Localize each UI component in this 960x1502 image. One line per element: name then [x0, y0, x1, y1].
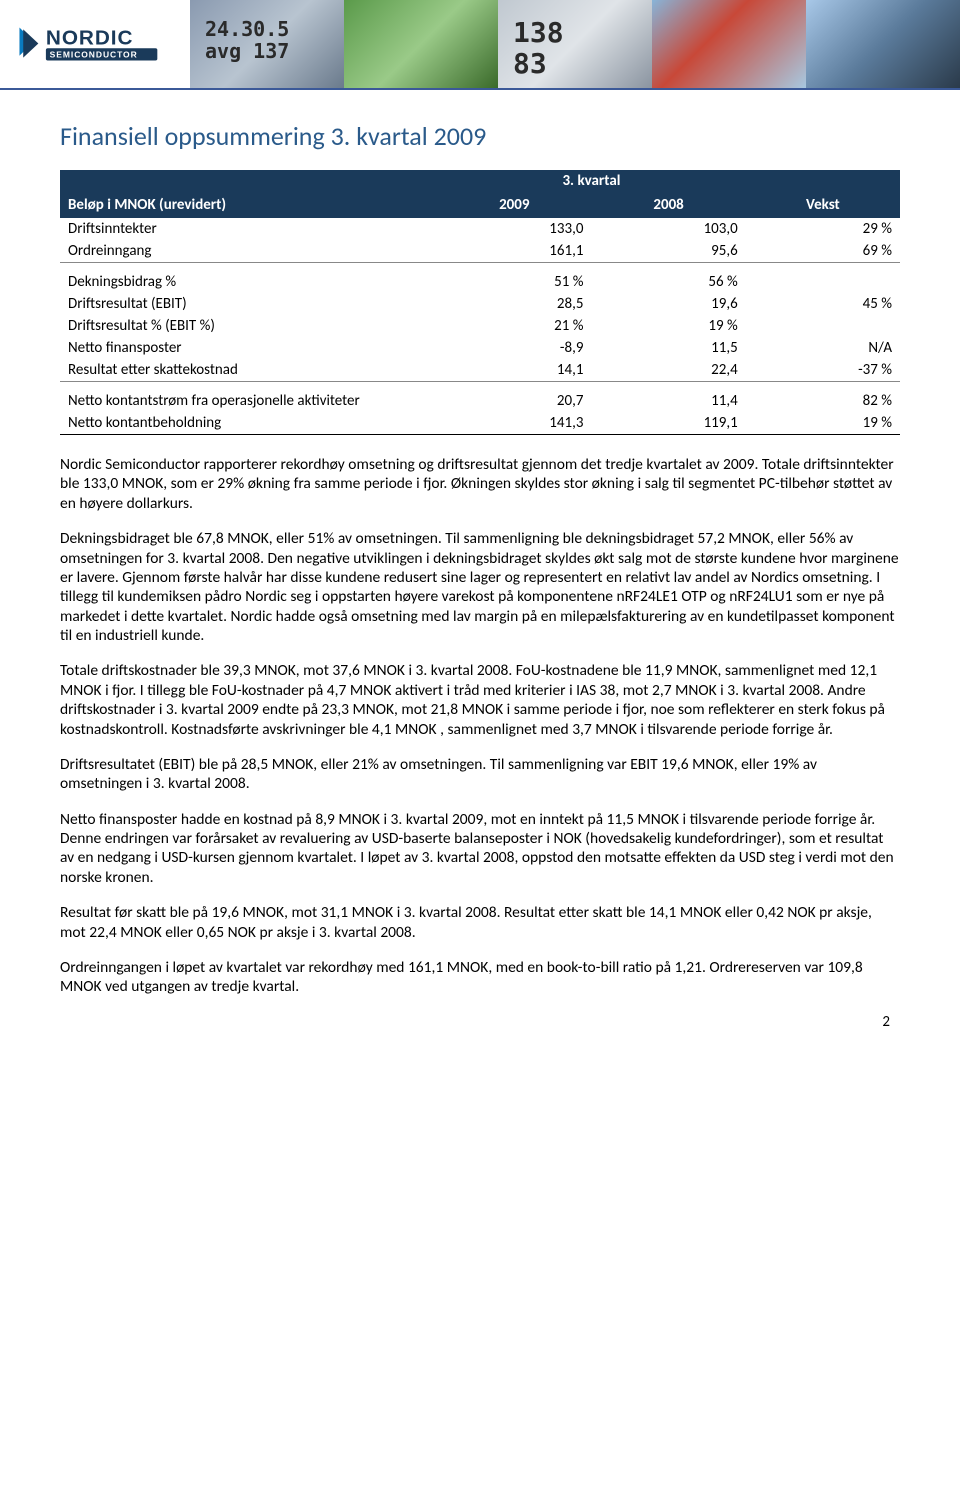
table-cell-label: Dekningsbidrag %	[60, 263, 437, 294]
table-col-2009: 2009	[437, 192, 591, 218]
table-row: Netto kontantstrøm fra operasjonelle akt…	[60, 382, 900, 413]
table-cell-value	[746, 263, 900, 294]
table-header-period: 3. kvartal	[437, 170, 746, 192]
table-row: Netto kontantbeholdning141,3119,119 %	[60, 412, 900, 435]
table-cell-label: Driftsresultat % (EBIT %)	[60, 315, 437, 337]
table-header-empty2	[746, 170, 900, 192]
table-row: Resultat etter skattekostnad14,122,4-37 …	[60, 359, 900, 382]
table-cell-value: 14,1	[437, 359, 591, 382]
page-title: Finansiell oppsummering 3. kvartal 2009	[60, 120, 900, 152]
body-paragraph: Ordreinngangen i løpet av kvartalet var …	[60, 958, 900, 997]
table-cell-value: -8,9	[437, 337, 591, 359]
table-cell-value: 103,0	[591, 218, 745, 240]
body-paragraph: Driftsresultatet (EBIT) ble på 28,5 MNOK…	[60, 755, 900, 794]
banner-photo-cyclist	[806, 0, 960, 88]
table-cell-label: Driftsresultat (EBIT)	[60, 293, 437, 315]
table-cell-label: Netto finansposter	[60, 337, 437, 359]
body-paragraph: Resultat før skatt ble på 19,6 MNOK, mot…	[60, 903, 900, 942]
table-row: Driftsresultat % (EBIT %)21 %19 %	[60, 315, 900, 337]
table-cell-value: 119,1	[591, 412, 745, 435]
body-paragraph: Totale driftskostnader ble 39,3 MNOK, mo…	[60, 661, 900, 739]
table-cell-label: Resultat etter skattekostnad	[60, 359, 437, 382]
table-row: Driftsinntekter133,0103,029 %	[60, 218, 900, 240]
body-paragraph: Nordic Semiconductor rapporterer rekordh…	[60, 455, 900, 513]
table-cell-value: 29 %	[746, 218, 900, 240]
table-cell-value: 19 %	[746, 412, 900, 435]
table-cell-value	[746, 315, 900, 337]
table-row: Ordreinngang161,195,669 %	[60, 240, 900, 263]
table-cell-value: 20,7	[437, 382, 591, 413]
financial-summary-table: 3. kvartal Beløp i MNOK (urevidert) 2009…	[60, 170, 900, 435]
table-cell-value: 69 %	[746, 240, 900, 263]
banner-photo-watch: 24.30.5avg 137	[190, 0, 344, 88]
body-paragraph: Dekningsbidraget ble 67,8 MNOK, eller 51…	[60, 529, 900, 645]
table-cell-value: 133,0	[437, 218, 591, 240]
table-cell-value: 11,5	[591, 337, 745, 359]
banner-photo-runner	[344, 0, 498, 88]
table-col-label: Beløp i MNOK (urevidert)	[60, 192, 437, 218]
table-cell-value: 56 %	[591, 263, 745, 294]
table-cell-value: 19 %	[591, 315, 745, 337]
watch-display-text: 24.30.5avg 137	[205, 18, 289, 62]
table-cell-value: 45 %	[746, 293, 900, 315]
svg-text:NORDIC: NORDIC	[46, 26, 134, 49]
table-cell-value: 11,4	[591, 382, 745, 413]
table-cell-label: Netto kontantstrøm fra operasjonelle akt…	[60, 382, 437, 413]
body-paragraph: Netto finansposter hadde en kostnad på 8…	[60, 810, 900, 888]
table-cell-value: 51 %	[437, 263, 591, 294]
header-banner: NORDIC SEMICONDUCTOR 24.30.5avg 137 1388…	[0, 0, 960, 90]
table-col-2008: 2008	[591, 192, 745, 218]
table-row: Netto finansposter-8,911,5N/A	[60, 337, 900, 359]
table-cell-value: 95,6	[591, 240, 745, 263]
table-cell-label: Netto kontantbeholdning	[60, 412, 437, 435]
table-cell-value: 141,3	[437, 412, 591, 435]
table-cell-label: Driftsinntekter	[60, 218, 437, 240]
table-row: Dekningsbidrag %51 %56 %	[60, 263, 900, 294]
table-cell-value: 82 %	[746, 382, 900, 413]
table-cell-value: 21 %	[437, 315, 591, 337]
table-col-vekst: Vekst	[746, 192, 900, 218]
nordic-logo: NORDIC SEMICONDUCTOR	[0, 0, 190, 88]
device-display-text: 13883	[513, 18, 564, 80]
table-cell-value: 19,6	[591, 293, 745, 315]
banner-photo-device: 13883	[498, 0, 652, 88]
table-header-empty	[60, 170, 437, 192]
table-cell-value: N/A	[746, 337, 900, 359]
banner-photo-athlete	[652, 0, 806, 88]
svg-text:SEMICONDUCTOR: SEMICONDUCTOR	[50, 50, 138, 60]
document-content: Finansiell oppsummering 3. kvartal 2009 …	[0, 90, 960, 1061]
banner-photo-strip: 24.30.5avg 137 13883	[190, 0, 960, 88]
table-cell-value: 28,5	[437, 293, 591, 315]
table-row: Driftsresultat (EBIT)28,519,645 %	[60, 293, 900, 315]
table-cell-value: 22,4	[591, 359, 745, 382]
table-cell-value: 161,1	[437, 240, 591, 263]
page-number: 2	[60, 1013, 900, 1031]
table-cell-value: -37 %	[746, 359, 900, 382]
table-cell-label: Ordreinngang	[60, 240, 437, 263]
